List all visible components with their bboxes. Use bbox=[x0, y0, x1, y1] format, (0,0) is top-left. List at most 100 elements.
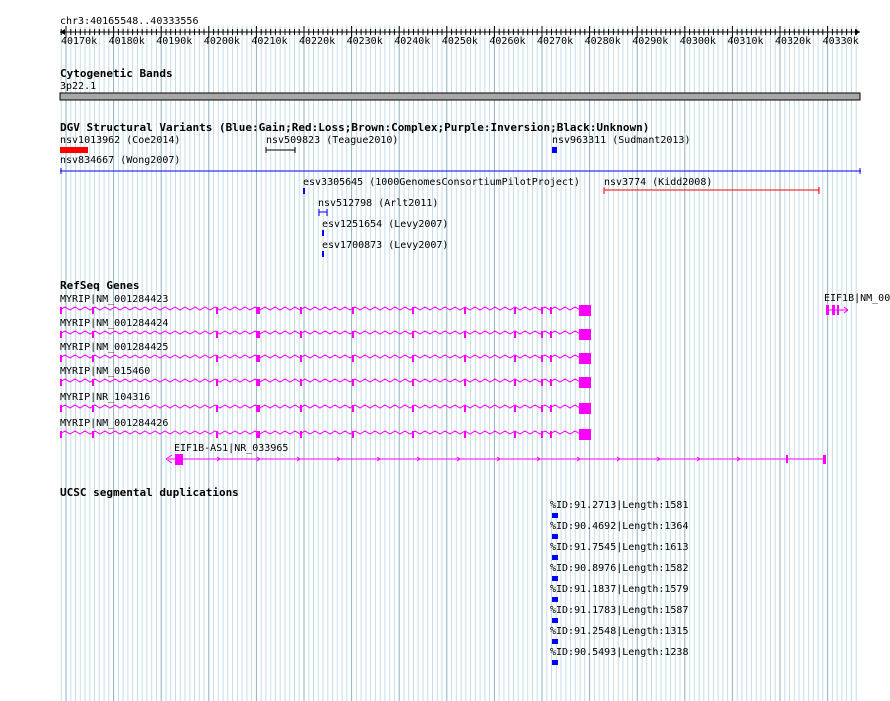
ruler-tick-label: 40230k bbox=[346, 36, 383, 47]
transcript-exon bbox=[216, 405, 218, 412]
ruler-tick-label: 40280k bbox=[584, 36, 621, 47]
segdup-label[interactable]: %ID:91.1837|Length:1579 bbox=[550, 584, 689, 595]
transcript-exon bbox=[216, 431, 218, 438]
ruler-tick-label: 40320k bbox=[775, 36, 812, 47]
ruler-tick-label: 40310k bbox=[727, 36, 764, 47]
transcript-exon bbox=[216, 355, 218, 362]
strand-arrow bbox=[616, 456, 621, 462]
transcript-exon bbox=[579, 353, 591, 364]
dgv-feature-label[interactable]: esv3305645 (1000GenomesConsortiumPilotPr… bbox=[303, 177, 580, 188]
strand-arrow bbox=[576, 456, 581, 462]
transcript-exon bbox=[550, 307, 552, 314]
dgv-feature-label[interactable]: nsv1013962 (Coe2014) bbox=[60, 135, 181, 146]
dgv-feature-label[interactable]: nsv509823 (Teague2010) bbox=[266, 135, 399, 146]
transcript-exon bbox=[579, 403, 591, 414]
transcript-exon bbox=[60, 307, 62, 314]
transcript-exon bbox=[464, 355, 466, 362]
transcript-exon bbox=[514, 431, 516, 438]
ruler-tick-label: 40240k bbox=[394, 36, 431, 47]
dgv-feature-label[interactable]: nsv963311 (Sudmant2013) bbox=[552, 135, 691, 146]
transcript-label[interactable]: MYRIP|NM_001284424 bbox=[60, 318, 169, 329]
dgv-feature-label[interactable]: nsv512798 (Arlt2011) bbox=[318, 198, 439, 209]
strand-arrow bbox=[496, 456, 501, 462]
segdup-label[interactable]: %ID:91.2713|Length:1581 bbox=[550, 500, 689, 511]
transcript-exon bbox=[514, 405, 516, 412]
dgv-track-title: DGV Structural Variants (Blue:Gain;Red:L… bbox=[60, 121, 650, 134]
strand-arrow bbox=[536, 456, 541, 462]
strand-arrow bbox=[376, 456, 381, 462]
strand-arrow bbox=[256, 456, 261, 462]
ruler-tick-label: 40170k bbox=[61, 36, 98, 47]
ruler-tick-label: 40260k bbox=[489, 36, 526, 47]
ruler-tick-label: 40210k bbox=[251, 36, 288, 47]
segdup-label[interactable]: %ID:90.4692|Length:1364 bbox=[550, 521, 689, 532]
transcript-exon bbox=[352, 405, 354, 412]
segdup-track-title: UCSC segmental duplications bbox=[60, 486, 239, 499]
segdup-label[interactable]: %ID:90.8976|Length:1582 bbox=[550, 563, 689, 574]
transcript-exon bbox=[300, 405, 302, 412]
transcript-exon bbox=[412, 331, 414, 338]
dgv-feature-label[interactable]: esv1251654 (Levy2007) bbox=[322, 219, 449, 230]
transcript-exon bbox=[300, 331, 302, 338]
locus-label: chr3:40165548..40333556 bbox=[60, 16, 199, 27]
transcript-label[interactable]: MYRIP|NR_104316 bbox=[60, 392, 151, 403]
dgv-gain-bar bbox=[322, 251, 324, 257]
ruler-tick-label: 40290k bbox=[632, 36, 669, 47]
transcript-intron bbox=[59, 430, 581, 435]
segdup-bar bbox=[552, 534, 558, 539]
transcript-intron bbox=[59, 330, 581, 335]
segdup-label[interactable]: %ID:90.5493|Length:1238 bbox=[550, 647, 689, 658]
segdup-label[interactable]: %ID:91.2548|Length:1315 bbox=[550, 626, 689, 637]
transcript-exon bbox=[550, 431, 552, 438]
transcript-exon bbox=[300, 431, 302, 438]
dgv-feature-label[interactable]: nsv834667 (Wong2007) bbox=[60, 155, 181, 166]
transcript-exon bbox=[60, 379, 62, 386]
transcript-label[interactable]: MYRIP|NM_001284423 bbox=[60, 294, 169, 305]
transcript-exon bbox=[514, 307, 516, 314]
transcript-label[interactable]: EIF1B|NM_00 bbox=[824, 293, 890, 304]
dgv-feature-label[interactable]: esv1700873 (Levy2007) bbox=[322, 240, 449, 251]
transcript-exon bbox=[412, 307, 414, 314]
transcript-exon bbox=[256, 331, 260, 338]
strand-arrow bbox=[416, 456, 421, 462]
strand-arrow bbox=[336, 456, 341, 462]
dgv-gain-bar bbox=[322, 230, 324, 236]
strand-arrow bbox=[456, 456, 461, 462]
segdup-label[interactable]: %ID:91.1783|Length:1587 bbox=[550, 605, 689, 616]
cyto-band bbox=[59, 92, 861, 101]
transcript-exon bbox=[60, 431, 62, 438]
transcript-exon bbox=[464, 379, 466, 386]
segdup-label[interactable]: %ID:91.7545|Length:1613 bbox=[550, 542, 689, 553]
dgv-gain-bar bbox=[303, 188, 305, 194]
transcript-exon bbox=[464, 307, 466, 314]
transcript-exon bbox=[352, 331, 354, 338]
dgv-feature-label[interactable]: nsv3774 (Kidd2008) bbox=[604, 177, 713, 188]
ruler-tick-label: 40300k bbox=[679, 36, 716, 47]
transcript-label[interactable]: MYRIP|NM_001284426 bbox=[60, 418, 169, 429]
transcript-exon bbox=[541, 379, 543, 386]
transcript-exon bbox=[514, 379, 516, 386]
transcript-exon bbox=[216, 331, 218, 338]
dgv-gain-bar bbox=[552, 147, 557, 153]
cyto-band-label: 3p22.1 bbox=[60, 81, 97, 92]
transcript-exon bbox=[60, 331, 62, 338]
transcript-exon bbox=[541, 307, 543, 314]
transcript-label[interactable]: MYRIP|NM_015460 bbox=[60, 366, 151, 377]
transcript-exon bbox=[256, 355, 260, 362]
strand-arrow bbox=[216, 456, 221, 462]
transcript-exon bbox=[541, 331, 543, 338]
ruler-tick-label: 40200k bbox=[203, 36, 240, 47]
transcript-label[interactable]: MYRIP|NM_001284425 bbox=[60, 342, 169, 353]
transcript-exon bbox=[579, 329, 591, 340]
transcript-exon bbox=[412, 431, 414, 438]
segdup-bar bbox=[552, 555, 558, 560]
transcript-exon bbox=[550, 355, 552, 362]
transcript-exon bbox=[92, 431, 94, 438]
transcript-exon bbox=[92, 331, 94, 338]
transcript-exon bbox=[550, 379, 552, 386]
transcript-label[interactable]: EIF1B-AS1|NR_033965 bbox=[174, 443, 289, 454]
transcript-exon bbox=[300, 307, 302, 314]
segdup-bar bbox=[552, 639, 558, 644]
transcript-exon bbox=[514, 331, 516, 338]
